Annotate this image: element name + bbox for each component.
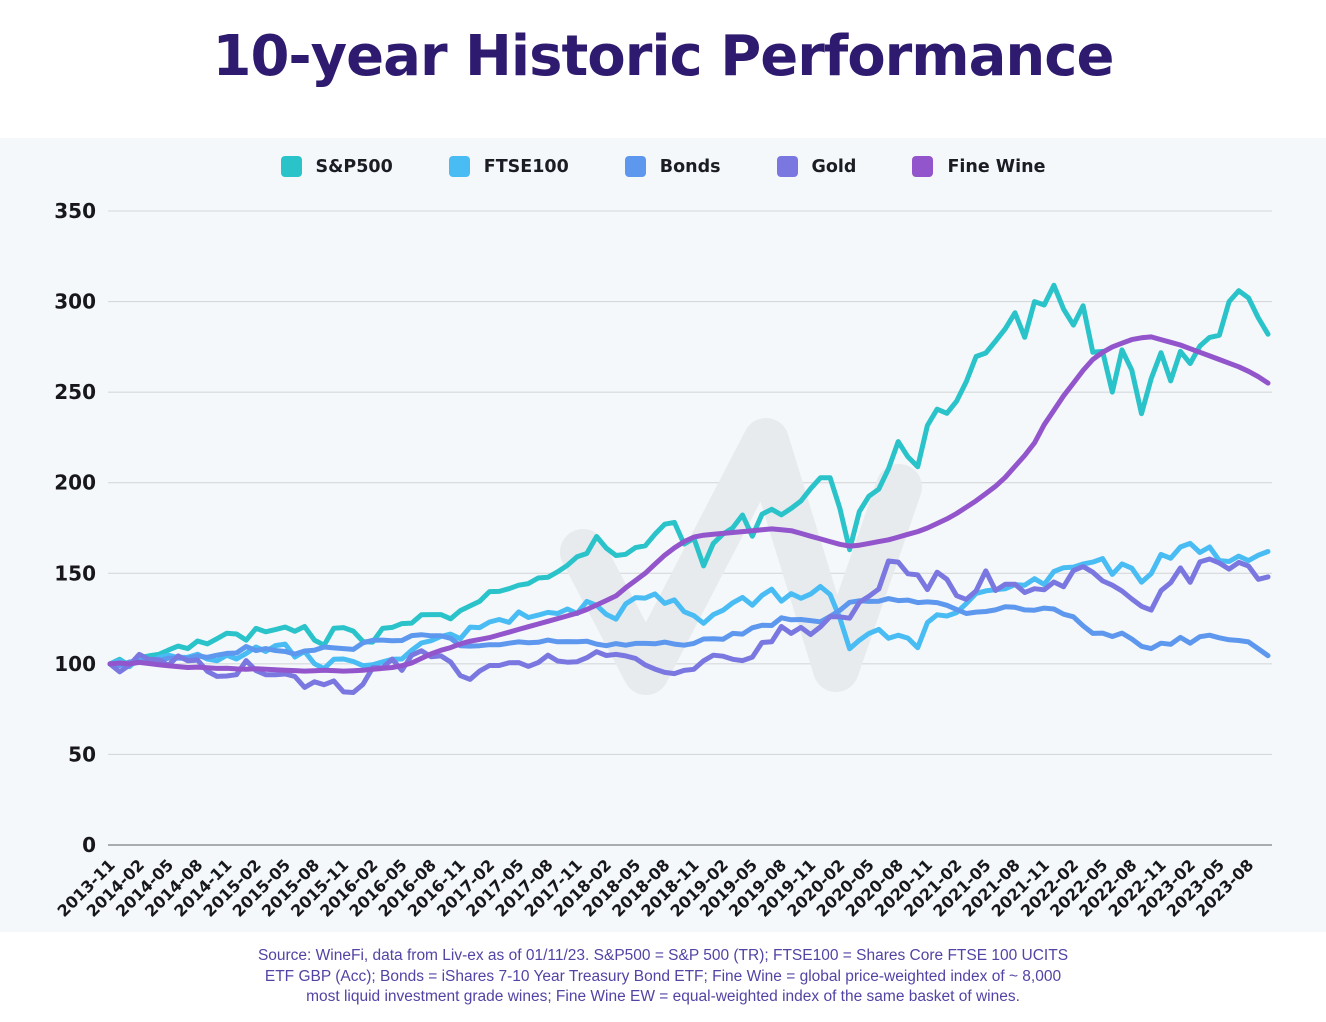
legend-item-ftse100: FTSE100 <box>448 156 569 177</box>
series-line-gold <box>107 556 1271 695</box>
legend-label: Bonds <box>659 156 721 177</box>
winefi-w-watermark <box>560 418 922 695</box>
legend-swatch <box>776 156 798 177</box>
legend-swatch <box>448 156 470 177</box>
legend-swatch <box>624 156 646 177</box>
legend-label: S&P500 <box>315 156 393 177</box>
chart-legend: S&P500 FTSE100 Bonds Gold Fine Wine <box>0 156 1326 177</box>
y-axis-tick-label: 250 <box>54 380 96 404</box>
legend-label: Fine Wine <box>947 156 1046 177</box>
y-axis-tick-label: 350 <box>54 199 96 223</box>
series-line-fine-wine <box>107 334 1271 674</box>
legend-item-s-p500: S&P500 <box>280 156 393 177</box>
source-note-line: Source: WineFi, data from Liv-ex as of 0… <box>257 947 1069 964</box>
legend-item-fine-wine: Fine Wine <box>912 156 1045 177</box>
y-axis-tick-label: 0 <box>82 833 96 857</box>
chart-panel-background <box>0 138 1326 932</box>
y-axis-tick-label: 50 <box>68 742 96 766</box>
source-note: Source: WineFi, data from Liv-ex as of 0… <box>0 946 1326 1008</box>
source-note-line: most liquid investment grade wines; Fine… <box>306 988 1020 1005</box>
series-line-bonds <box>107 596 1271 668</box>
legend-label: FTSE100 <box>483 156 569 177</box>
legend-item-bonds: Bonds <box>624 156 721 177</box>
source-note-line: ETF GBP (Acc); Bonds = iShares 7-10 Year… <box>264 967 1062 985</box>
legend-label: Gold <box>811 156 857 177</box>
page-title: 10-year Historic Performance <box>212 24 1115 89</box>
legend-swatch <box>280 156 302 177</box>
legend-swatch <box>912 156 934 177</box>
legend-item-gold: Gold <box>776 156 857 177</box>
y-axis-tick-label: 100 <box>54 652 96 676</box>
y-axis-tick-label: 200 <box>54 471 96 495</box>
y-axis-tick-label: 150 <box>54 561 96 585</box>
y-axis-tick-label: 300 <box>54 290 96 314</box>
